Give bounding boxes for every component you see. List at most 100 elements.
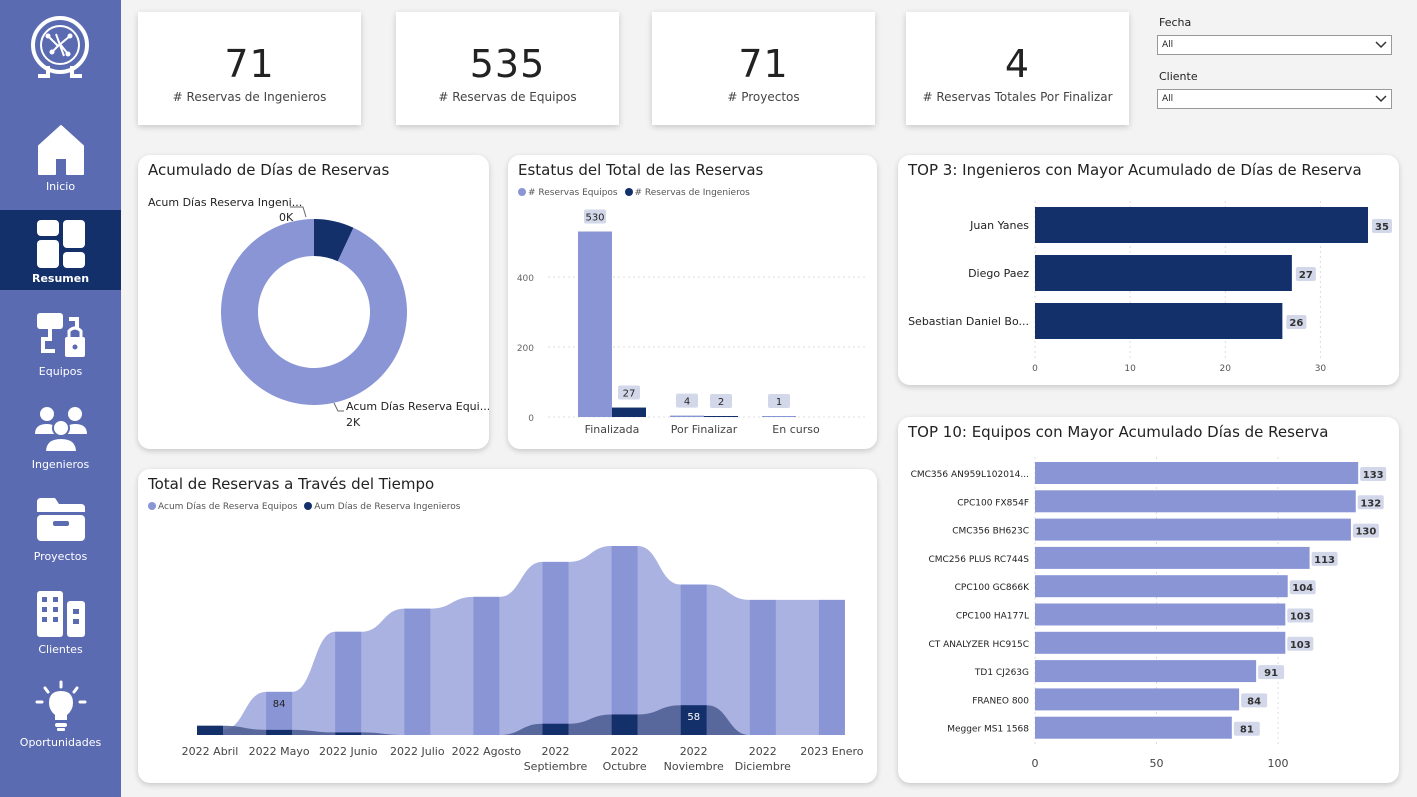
x-tick-label: 2022 — [542, 745, 570, 758]
bar — [1035, 518, 1351, 541]
x-tick-label: 0 — [1032, 364, 1038, 374]
column-ingenieros — [335, 732, 362, 735]
kpi-value: 535 — [469, 42, 546, 86]
data-label: 1 — [776, 397, 782, 408]
data-label: 58 — [687, 712, 700, 723]
slice-label: Acum Días Reserva Ingeni... — [148, 196, 302, 209]
nav-equipos[interactable]: Equipos — [0, 303, 121, 383]
category-label: CPC100 FX854F — [957, 498, 1029, 508]
kpi-label: # Reservas Totales Por Finalizar — [922, 90, 1113, 104]
x-tick-label: 2023 Enero — [800, 745, 863, 758]
kpi-value: 71 — [224, 42, 275, 86]
data-label-bg — [1360, 467, 1387, 481]
legend-label-ingenieros: Aum Días de Reserva Ingenieros — [314, 502, 461, 512]
data-label: 130 — [1355, 527, 1376, 538]
x-tick-label: 100 — [1268, 757, 1289, 770]
column-equipos — [404, 608, 431, 735]
x-tick-label: Finalizada — [585, 423, 640, 436]
data-label: 133 — [1363, 470, 1384, 481]
cliente-dropdown[interactable]: All — [1157, 89, 1392, 109]
top10-chart-title: TOP 10: Equipos con Mayor Acumulado Días… — [908, 423, 1329, 441]
nav-ingenieros[interactable]: Ingenieros — [0, 396, 121, 476]
kpi-label: # Proyectos — [727, 90, 800, 104]
x-tick-label: Septiembre — [524, 760, 588, 773]
timeline-chart-title: Total de Reservas a Través del Tiempo — [148, 475, 435, 493]
slice-label: Acum Días Reserva Equi... — [346, 400, 489, 413]
home-icon — [37, 125, 84, 175]
column-ingenieros — [611, 714, 638, 735]
legend-dot-equipos — [148, 502, 156, 510]
category-label: CPC100 HA177L — [956, 612, 1029, 622]
nav-resumen[interactable]: Resumen — [0, 210, 121, 290]
bar — [1035, 546, 1310, 569]
top3-chart-card: TOP 3: Ingenieros con Mayor Acumulado de… — [898, 155, 1399, 385]
status-chart-title: Estatus del Total de las Reservas — [518, 161, 764, 179]
category-label: Diego Paez — [968, 267, 1029, 280]
network-lock-icon — [36, 313, 85, 357]
data-label-bg — [768, 394, 790, 408]
data-label-bg — [1241, 693, 1268, 708]
x-tick-label: 20 — [1220, 364, 1232, 374]
data-label: 2 — [718, 397, 724, 408]
nav-oportunidades[interactable]: Oportunidades — [0, 674, 121, 754]
category-label: CMC356 BH623C — [952, 527, 1029, 537]
x-tick-label: Octubre — [603, 760, 647, 773]
donut-slice — [314, 219, 354, 262]
bar — [578, 231, 612, 417]
category-label: CMC256 PLUS RC744S — [928, 555, 1029, 565]
timeline-area-chart: 84 58 2022 Abril 2022 Mayo 2022 Junio 2022 Ju… — [182, 546, 864, 773]
x-tick-label: 2022 — [611, 745, 639, 758]
leader-line — [290, 206, 307, 218]
x-tick-label: 30 — [1315, 364, 1327, 374]
bar — [612, 407, 646, 417]
nav-inicio[interactable]: Inicio — [0, 118, 121, 198]
nav-label-inicio: Inicio — [45, 180, 76, 193]
nav-clientes[interactable]: Clientes — [0, 581, 121, 661]
bar — [1035, 255, 1292, 291]
nav-label-ingenieros: Ingenieros — [31, 458, 90, 471]
nav-proyectos[interactable]: Proyectos — [0, 488, 121, 568]
legend-label-equipos: # Reservas Equipos — [528, 188, 618, 198]
data-label: 35 — [1375, 222, 1389, 233]
nav-label-equipos: Equipos — [38, 365, 83, 378]
kpi-value: 71 — [738, 42, 789, 86]
fecha-value: All — [1162, 40, 1174, 50]
column-equipos — [542, 561, 569, 735]
fecha-dropdown[interactable]: All — [1157, 35, 1392, 55]
column-ingenieros — [266, 729, 293, 735]
data-label: 132 — [1360, 498, 1381, 509]
leader-line — [333, 402, 344, 412]
dashboard-icon — [36, 220, 85, 268]
data-label-bg — [1233, 721, 1260, 736]
bar — [1035, 660, 1257, 683]
slice-value: 2K — [346, 416, 361, 429]
data-label: 81 — [1240, 725, 1254, 736]
area-equipos — [197, 546, 845, 735]
column-equipos — [473, 596, 500, 735]
column-equipos — [749, 599, 776, 735]
folder-icon — [36, 498, 85, 541]
kpi-value: 4 — [1004, 42, 1031, 86]
data-label-bg — [1287, 608, 1314, 623]
x-tick-label: 2022 Abril — [182, 745, 239, 758]
x-tick-label: Diciembre — [735, 760, 791, 773]
category-label: CT ANALYZER HC915C — [929, 640, 1030, 650]
nav-label-resumen: Resumen — [31, 272, 90, 285]
category-label: Sebastian Daniel Bo... — [908, 315, 1029, 328]
x-tick-label: 50 — [1150, 757, 1164, 770]
slicer-label-fecha: Fecha — [1159, 16, 1192, 29]
category-label: CPC100 GC866K — [955, 583, 1030, 593]
legend-label-equipos: Acum Días de Reserva Equipos — [158, 502, 298, 512]
chevron-down-icon — [1375, 41, 1387, 49]
donut-chart-title: Acumulado de Días de Reservas — [148, 161, 390, 179]
timeline-chart-card: Total de Reservas a Través del Tiempo Ac… — [138, 469, 877, 783]
nav-label-oportunidades: Oportunidades — [19, 736, 102, 749]
column-ingenieros — [680, 705, 707, 735]
bar — [1035, 490, 1356, 513]
slice-value: 0K — [279, 211, 294, 224]
y-tick-label: 200 — [517, 344, 534, 354]
x-tick-label: 2022 Junio — [319, 745, 378, 758]
category-label: TD1 CJ263G — [974, 668, 1029, 678]
data-label-bg — [1311, 551, 1338, 566]
x-tick-label: 2022 Julio — [390, 745, 445, 758]
